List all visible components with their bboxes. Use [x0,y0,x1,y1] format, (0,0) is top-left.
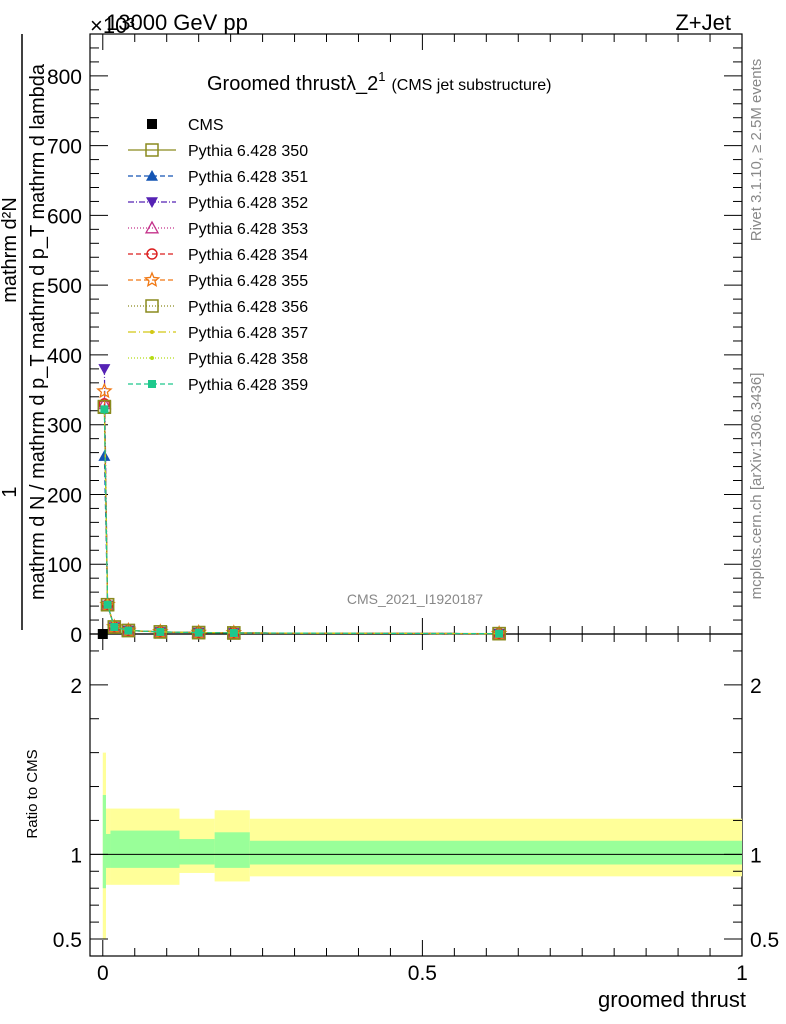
legend-label: CMS [188,117,224,134]
y-tick-label: 400 [47,345,82,368]
y-tick-label: 300 [47,415,82,438]
ratio-y-tick-label: 2 [750,675,762,698]
ratio-y-axis-label: Ratio to CMS [24,749,41,838]
legend: CMS Pythia 6.428 350 Pythia 6.428 351 Pythi… [128,117,308,394]
ratio-inner-band-5 [249,840,742,865]
ratio-inner-band-0 [102,795,106,889]
reference-point [97,629,108,639]
mcplots-credit-label: mcplots.cern.ch [arXiv:1306.3436] [748,373,765,600]
legend-label: Pythia 6.428 357 [188,325,308,342]
legend-marker [145,299,159,313]
legend-marker [143,271,161,288]
legend-entry-8: Pythia 6.428 357 [128,325,308,342]
data-point [110,623,119,632]
y-axis-label-factor: 1 [0,486,21,497]
legend-entry-3: Pythia 6.428 352 [128,195,308,212]
data-point [98,364,111,375]
legend-entry-10: Pythia 6.428 359 [128,377,308,394]
legend-label: Pythia 6.428 350 [188,143,308,160]
data-point [103,600,112,609]
series-layer [96,364,508,641]
legend-entry-5: Pythia 6.428 354 [128,247,308,264]
legend-marker [146,197,158,208]
legend-label: Pythia 6.428 356 [188,299,308,316]
legend-marker [150,356,154,360]
legend-label: Pythia 6.428 355 [188,273,308,290]
legend-entry-7: Pythia 6.428 356 [128,299,308,316]
legend-label: Pythia 6.428 351 [188,169,308,186]
legend-entry-0: CMS [147,117,224,134]
ratio-y-tick-label: 1 [750,844,762,867]
energy-label: 13000 GeV pp [106,10,248,35]
chart-title: Groomed thrustλ_21 (CMS jet substructure) [207,69,551,95]
legend-marker [148,380,156,388]
legend-marker [146,248,158,260]
ratio-y-tick-label: 1 [70,844,82,867]
legend-label: Pythia 6.428 352 [188,195,308,212]
series-line-9 [103,409,500,635]
y-axis-label-denominator: mathrm d N / mathrm d p_T mathrm d p_T m… [27,63,49,600]
x-tick-label: 0 [97,962,109,985]
data-point [124,626,133,635]
data-point [96,382,113,399]
y-axis-label-numerator: mathrm d²N [0,197,21,303]
legend-label: Pythia 6.428 353 [188,221,308,238]
legend-marker [145,143,159,157]
legend-entry-2: Pythia 6.428 351 [128,169,308,186]
process-label: Z+Jet [675,10,731,35]
ratio-bands [102,752,742,940]
chart-title-sup: 1 [378,69,385,84]
data-point [492,626,506,641]
y-tick-label: 700 [47,136,82,159]
data-point [229,628,238,637]
legend-marker [150,330,154,334]
ratio-panel-frame [89,633,743,957]
y-tick-label: 500 [47,275,82,298]
rivet-version-label: Rivet 3.1.10, ≥ 2.5M events [748,59,765,242]
ratio-inner-band-1 [105,833,111,868]
data-point [98,450,111,461]
ratio-y-tick-label: 0.5 [750,929,779,952]
series-line-1 [103,456,500,635]
chart-title-suffix: (CMS jet substructure) [391,77,551,94]
x-tick-label: 0.5 [408,962,437,985]
y-tick-label: 800 [47,66,82,89]
x-axis-label: groomed thrust [598,987,746,1012]
series-9 [100,405,504,638]
legend-entry-6: Pythia 6.428 355 [128,271,308,290]
data-point [107,620,122,634]
y-tick-label: 0 [70,624,82,647]
chart-title-main: Groomed thrustλ_2 [207,73,378,95]
legend-entry-9: Pythia 6.428 358 [128,351,308,368]
ratio-inner-band-3 [179,839,215,865]
legend-label: Pythia 6.428 358 [188,351,308,368]
y-tick-label: 200 [47,484,82,507]
y-tick-label: 100 [47,554,82,577]
ratio-inner-band-2 [110,830,180,868]
legend-entry-1: Pythia 6.428 350 [128,143,308,160]
analysis-watermark: CMS_2021_I1920187 [347,591,483,607]
data-point [100,597,115,612]
ratio-y-tick-label: 2 [70,675,82,698]
legend-marker [147,119,157,129]
data-point [156,627,165,636]
legend-marker [146,170,158,181]
data-point [100,405,109,414]
data-point [495,629,504,638]
ratio-inner-band-4 [214,832,250,868]
data-point [194,628,203,637]
y-tick-label: 600 [47,205,82,228]
legend-entry-4: Pythia 6.428 353 [128,220,308,238]
ratio-y-tick-label: 0.5 [53,929,82,952]
legend-marker [144,220,160,234]
legend-label: Pythia 6.428 354 [188,247,308,264]
series-1 [98,450,506,639]
legend-label: Pythia 6.428 359 [188,377,308,394]
x-tick-label: 1 [736,962,748,985]
